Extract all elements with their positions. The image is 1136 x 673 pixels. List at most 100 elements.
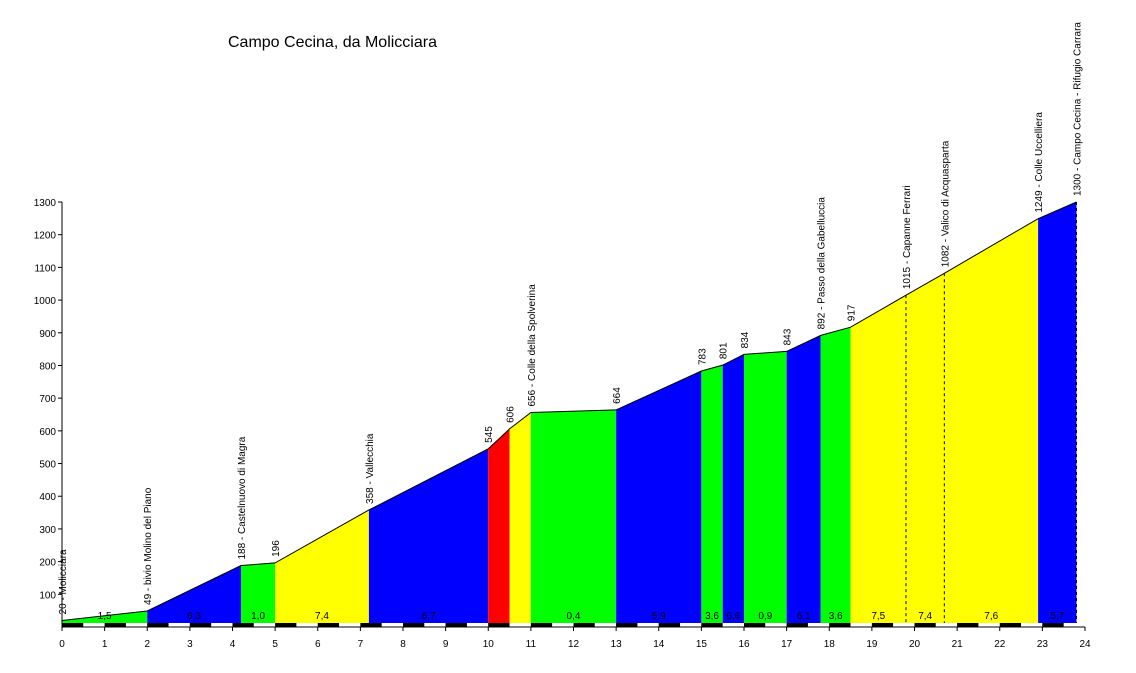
grade-label: 1,0 <box>251 611 265 622</box>
km-scale-block <box>424 623 446 627</box>
km-scale-block <box>701 623 723 627</box>
km-scale-block <box>850 623 872 627</box>
grade-label: 7,4 <box>918 611 932 622</box>
km-scale-block <box>999 623 1022 627</box>
km-scale-block <box>786 623 808 627</box>
km-scale-block <box>445 623 467 627</box>
segment-fill <box>944 218 1039 627</box>
km-scale-block <box>466 623 489 627</box>
waypoint-label: 834 <box>740 331 751 348</box>
x-tick-label: 13 <box>611 639 623 650</box>
y-tick-label: 900 <box>39 329 56 340</box>
km-scale-block <box>658 623 681 627</box>
grade-label: 6,6 <box>726 611 740 622</box>
segment-fill <box>820 327 851 627</box>
km-scale-block <box>871 623 894 627</box>
waypoint-label: 358 - Vallecchia <box>365 433 376 504</box>
km-scale-block <box>83 623 105 627</box>
x-tick-label: 14 <box>653 639 665 650</box>
km-scale-block <box>1063 623 1085 627</box>
segment-fills <box>62 202 1077 627</box>
grade-label: 3,6 <box>829 611 843 622</box>
y-tick-label: 1200 <box>34 231 57 242</box>
km-scale-block <box>893 623 915 627</box>
axes: 1002003004005006007008009001000110012001… <box>34 198 1091 650</box>
y-tick-label: 200 <box>39 558 56 569</box>
y-tick-label: 100 <box>39 590 56 601</box>
x-tick-label: 3 <box>187 639 193 650</box>
x-tick-label: 10 <box>483 639 495 650</box>
segment-fill <box>1038 202 1077 627</box>
km-scale-block <box>1042 623 1064 627</box>
km-scale-block <box>680 623 702 627</box>
km-scale-block <box>744 623 766 627</box>
km-scale-block <box>381 623 403 627</box>
km-scale-block <box>62 623 84 627</box>
x-tick-label: 9 <box>443 639 449 650</box>
x-tick-label: 22 <box>994 639 1006 650</box>
segment-fill <box>530 409 617 627</box>
waypoint-label: 49 - bivio Molino del Piano <box>143 487 154 605</box>
km-scale-block <box>360 623 382 627</box>
x-tick-label: 6 <box>315 639 321 650</box>
waypoint-label: 843 <box>783 328 794 345</box>
segment-fill <box>850 295 906 627</box>
grade-label: 6,3 <box>187 611 201 622</box>
km-scale-block <box>914 623 936 627</box>
km-scale-block <box>573 623 595 627</box>
y-tick-label: 800 <box>39 361 56 372</box>
km-scale-block <box>509 623 531 627</box>
x-tick-label: 21 <box>952 639 964 650</box>
segment-fill <box>275 509 369 627</box>
km-scale-block <box>594 623 617 627</box>
km-scale-block <box>530 623 553 627</box>
km-scale-block <box>552 623 574 627</box>
km-scale-block <box>125 623 148 627</box>
x-tick-label: 12 <box>568 639 580 650</box>
waypoint-label: 606 <box>506 406 517 423</box>
km-scale-block <box>189 623 212 627</box>
waypoint-label: 664 <box>612 387 623 404</box>
grade-labels: 1,5 6,3 1,0 7,4 6,7 0,4 5,9 3,6 6,6 0,9 6,1 3,6 7,5 7… <box>98 611 1065 622</box>
y-tick-label: 400 <box>39 492 56 503</box>
segment-fill <box>488 428 510 627</box>
x-tick-label: 18 <box>824 639 836 650</box>
x-tick-label: 20 <box>909 639 921 650</box>
grade-label: 7,5 <box>871 611 885 622</box>
y-tick-label: 300 <box>39 525 56 536</box>
x-tick-label: 15 <box>696 639 708 650</box>
km-scale-block <box>339 623 361 627</box>
grade-label: 6,1 <box>797 611 811 622</box>
chart-title: Campo Cecina, da Molicciara <box>228 34 437 51</box>
waypoint-label: 545 <box>484 426 495 443</box>
waypoint-labels: 20 - Molicciara 49 - bivio Molino del Pia… <box>58 22 1083 615</box>
x-tick-label: 0 <box>59 639 65 650</box>
x-tick-label: 8 <box>400 639 406 650</box>
km-scale-block <box>488 623 510 627</box>
grade-label: 0,4 <box>567 611 581 622</box>
x-tick-label: 19 <box>866 639 878 650</box>
km-scale-block <box>296 623 318 627</box>
grade-label: 5,9 <box>652 611 666 622</box>
x-tick-label: 16 <box>738 639 750 650</box>
y-tick-label: 1000 <box>34 296 57 307</box>
grade-label: 7,6 <box>984 611 998 622</box>
waypoint-label: 1300 - Campo Cecina - Rifugio Carrara <box>1072 22 1083 196</box>
waypoint-label: 1249 - Colle Uccelliera <box>1034 112 1045 213</box>
grade-label: 0,9 <box>758 611 772 622</box>
km-scale-block <box>1021 623 1043 627</box>
waypoint-label: 892 - Passo della Gabelluccia <box>817 197 828 330</box>
x-tick-label: 24 <box>1079 639 1091 650</box>
x-tick-label: 4 <box>230 639 236 650</box>
km-scale-block <box>275 623 297 627</box>
waypoint-label: 801 <box>719 342 730 359</box>
waypoint-label: 1015 - Capanne Ferrari <box>902 185 913 289</box>
x-tick-label: 23 <box>1037 639 1049 650</box>
profile-outline <box>61 201 1077 621</box>
segment-fill <box>509 412 531 627</box>
x-tick-label: 17 <box>781 639 793 650</box>
waypoint-label: 188 - Castelnuovo di Magra <box>237 436 248 559</box>
y-tick-label: 1100 <box>34 263 56 274</box>
segment-fill <box>722 354 744 627</box>
grade-label: 3,6 <box>705 611 719 622</box>
